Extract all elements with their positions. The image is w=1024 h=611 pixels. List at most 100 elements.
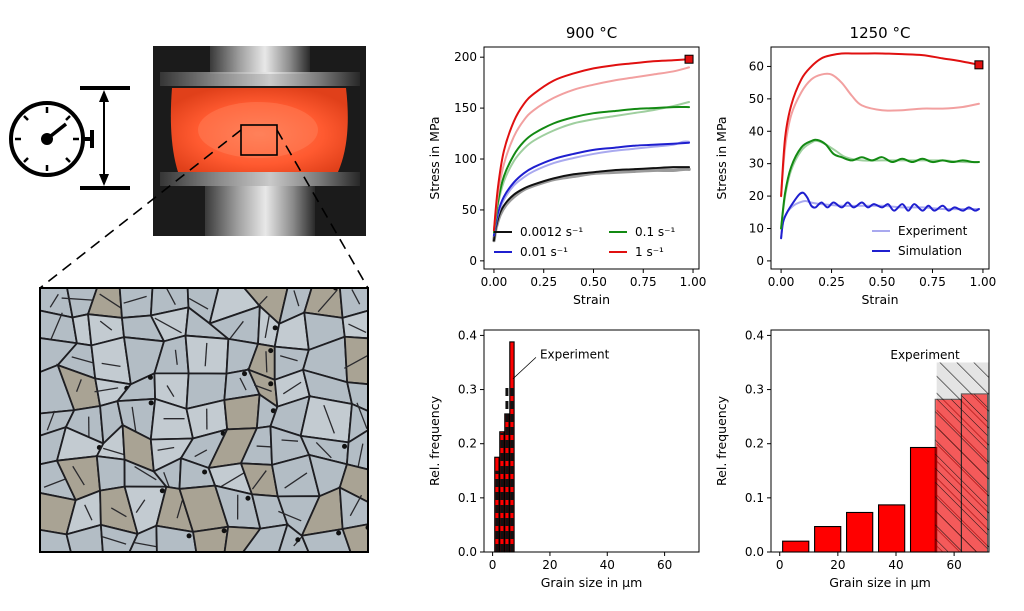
chart-title: 1250 °C — [850, 24, 911, 42]
grain-twin-line — [46, 410, 56, 431]
x-tick-label: 60 — [946, 558, 961, 572]
grain-twin-line — [99, 293, 122, 309]
grain-twin-line — [356, 402, 368, 430]
x-tick-label: 60 — [657, 558, 672, 572]
grain-inclusion — [342, 443, 348, 449]
grain-twin-line — [264, 314, 270, 339]
grain-twin-line — [317, 289, 338, 313]
grain-inclusion — [268, 381, 274, 387]
grain-twin-line — [43, 477, 68, 488]
x-tick-label: 0 — [776, 558, 784, 572]
grain-inclusion — [336, 530, 342, 536]
grain-cell — [155, 524, 198, 552]
histogram-bar-hatch — [961, 393, 988, 552]
y-axis-label: Stress in MPa — [714, 116, 729, 199]
y-axis-label: Rel. frequency — [714, 395, 729, 486]
grain-inclusion — [148, 400, 154, 406]
grain-twin-line — [284, 472, 308, 489]
y-axis-label: Rel. frequency — [427, 395, 442, 486]
series-line-experiment — [492, 100, 691, 234]
grain-twin-line — [123, 295, 147, 304]
histogram-bar — [877, 504, 906, 553]
y-tick-label: 50 — [462, 203, 477, 217]
grain-twin-line — [154, 317, 182, 334]
grain-twin-line — [281, 439, 299, 442]
end-point-marker — [974, 60, 984, 70]
histogram-bar — [814, 526, 842, 553]
grain-twin-line — [349, 494, 363, 517]
histogram-bar-hatch — [935, 399, 962, 552]
grain-inclusion — [202, 469, 208, 475]
y-tick-label: 0.1 — [458, 491, 477, 505]
zoom-connector-lines — [39, 129, 369, 289]
annotation-label: Experiment — [890, 348, 960, 362]
series-line-simulation — [492, 141, 691, 237]
x-tick-label: 40 — [888, 558, 903, 572]
grain-twin-line — [282, 381, 302, 395]
legend-label: 1 s⁻¹ — [635, 245, 664, 259]
grain-twin-line — [101, 362, 121, 368]
histogram-bar — [909, 446, 938, 553]
grain-cell — [192, 525, 230, 552]
grain-twin-line — [110, 507, 127, 518]
grain-cell — [99, 523, 139, 552]
y-tick-label: 0 — [469, 254, 477, 268]
grain-twin-line — [131, 406, 137, 434]
grain-inclusion — [242, 371, 248, 377]
series-line-experiment — [492, 140, 691, 237]
grain-twin-line — [204, 342, 208, 367]
grain-cell — [40, 528, 72, 552]
grain-twin-line — [135, 499, 146, 513]
annotation-arrow — [512, 357, 537, 380]
grain-inclusion — [295, 537, 301, 543]
x-axis-label: Grain size in µm — [541, 575, 643, 590]
y-tick-label: 40 — [749, 124, 764, 138]
grain-twin-line — [103, 447, 125, 456]
series-line-simulation — [492, 106, 691, 234]
grain-twin-line — [323, 404, 335, 434]
y-tick-label: 0 — [756, 254, 764, 268]
y-tick-label: 0.4 — [458, 328, 477, 342]
axes-frame — [483, 46, 700, 270]
x-tick-label: 1.00 — [970, 275, 997, 289]
y-tick-label: 0.1 — [745, 491, 764, 505]
y-tick-label: 50 — [749, 92, 764, 106]
grain-cell — [341, 523, 368, 552]
series-line-simulation — [492, 58, 691, 232]
grain-twin-line — [166, 385, 175, 398]
annotation-label: Experiment — [540, 347, 610, 361]
stopwatch-gauge-icon — [9, 101, 94, 177]
series-line-experiment — [780, 72, 980, 198]
grain-twin-line — [99, 320, 113, 331]
grain-twin-line — [72, 465, 85, 486]
grain-twin-line — [165, 288, 176, 305]
grain-twin-line — [251, 470, 267, 490]
grain-inclusion — [159, 488, 165, 494]
x-tick-label: 1.00 — [680, 275, 707, 289]
legend-label: 0.1 s⁻¹ — [635, 225, 675, 239]
y-tick-label: 0.4 — [745, 328, 764, 342]
grain-cell — [223, 525, 262, 552]
y-tick-label: 0.0 — [458, 545, 477, 559]
x-tick-label: 0.00 — [481, 275, 508, 289]
grain-twin-line — [254, 384, 272, 393]
grain-twin-line — [134, 465, 157, 481]
x-axis-label: Strain — [573, 292, 610, 307]
y-tick-label: 0.3 — [745, 383, 764, 397]
stress-strain-1250-chart: 0.00 0.25 0.50 0.75 1.00 0 10 20 30 40 50 60 Strain S… — [714, 24, 996, 307]
y-tick-label: 60 — [749, 59, 764, 73]
axes-frame — [770, 329, 990, 553]
grain-inclusion — [268, 348, 274, 354]
grain-twin-line — [293, 290, 300, 307]
grain-twin-line — [61, 297, 93, 301]
x-tick-label: 0.50 — [869, 275, 896, 289]
series-line-experiment — [492, 167, 691, 243]
grain-twin-line — [157, 446, 175, 451]
grain-twin-line — [75, 379, 82, 392]
stress-strain-900-chart: 0.00 0.25 0.50 0.75 1.00 0 50 100 150 200 Strain St… — [427, 24, 706, 307]
series-line-experiment — [780, 139, 980, 230]
grain-twin-line — [174, 349, 178, 365]
grain-twin-line — [315, 441, 332, 459]
x-axis-label: Strain — [861, 292, 898, 307]
